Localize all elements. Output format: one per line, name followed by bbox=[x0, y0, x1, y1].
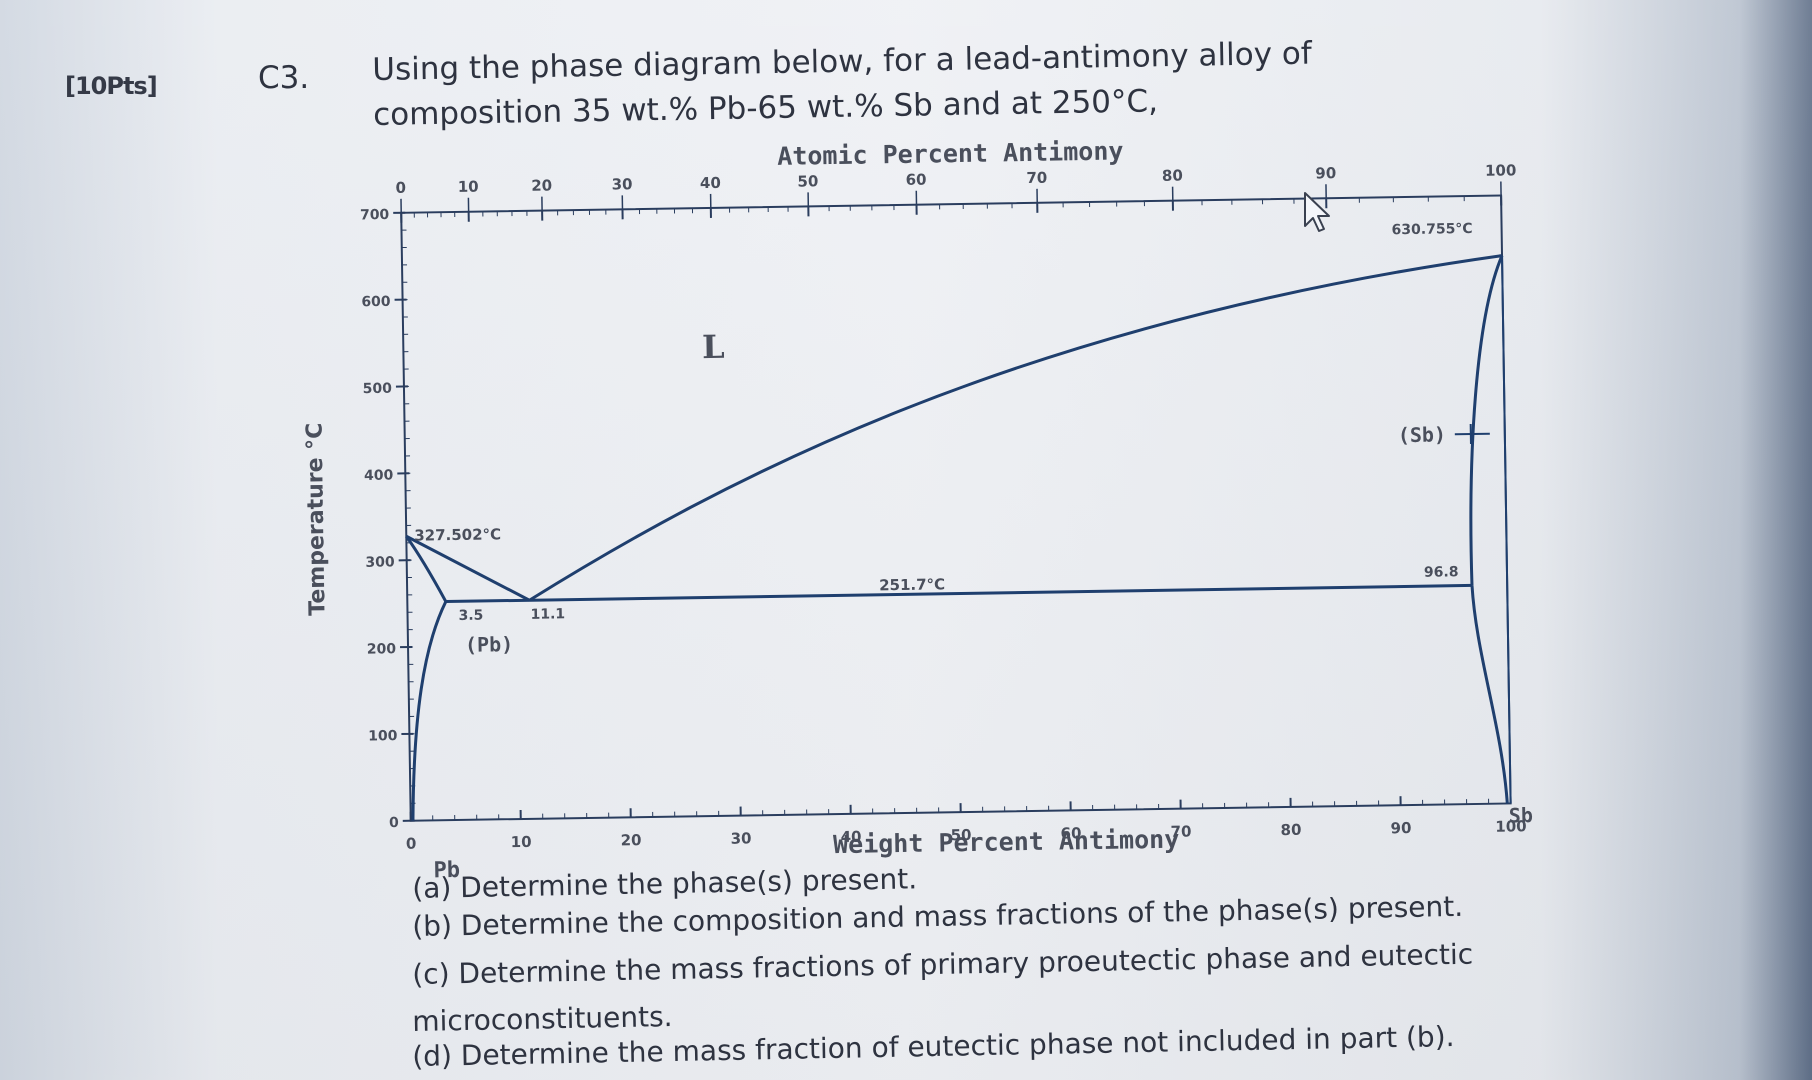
eutectic-composition-label: 11.1 bbox=[530, 606, 565, 623]
bottom-tick-label: 80 bbox=[1280, 821, 1301, 839]
solidus-right-line bbox=[1469, 255, 1504, 586]
sb-edge-line bbox=[1501, 255, 1512, 804]
y-tick-label: 0 bbox=[389, 815, 399, 831]
top-tick-label: 90 bbox=[1315, 164, 1336, 182]
sb-phase-label: (Sb) bbox=[1398, 422, 1447, 447]
top-tick-label: 80 bbox=[1162, 167, 1183, 185]
bottom-tick-label: 90 bbox=[1390, 819, 1411, 837]
sb-melting-point-label: 630.755°C bbox=[1391, 221, 1472, 238]
liquid-region-label: L bbox=[702, 328, 725, 366]
top-tick-label: 30 bbox=[612, 175, 633, 193]
plot-frame bbox=[400, 194, 1512, 822]
bottom-tick-label: 60 bbox=[1060, 824, 1081, 842]
top-tick-label: 60 bbox=[906, 171, 927, 189]
phase-boundaries bbox=[405, 254, 1512, 821]
pb-phase-label: (Pb) bbox=[465, 632, 514, 657]
top-tick-label: 100 bbox=[1485, 161, 1517, 179]
top-tick-label: 50 bbox=[797, 172, 818, 190]
bottom-tick-label: 30 bbox=[731, 829, 752, 847]
y-tick-label: 200 bbox=[367, 641, 397, 657]
eutectic-isotherm-line bbox=[445, 583, 1473, 604]
pb-element-label: Pb bbox=[433, 858, 460, 883]
y-tick-label: 300 bbox=[365, 554, 395, 570]
y-tick-label: 100 bbox=[368, 728, 398, 744]
bottom-axis-title: Weight Percent Antimony bbox=[833, 825, 1180, 859]
top-tick-label: 70 bbox=[1026, 169, 1047, 187]
bottom-tick-label: 40 bbox=[840, 828, 861, 846]
sb-phase-leader bbox=[1454, 432, 1490, 436]
top-tick-label: 40 bbox=[700, 174, 721, 192]
top-axis-title: Atomic Percent Antimony bbox=[777, 136, 1124, 170]
sb-solvus-composition-label: 96.8 bbox=[1424, 564, 1459, 581]
bottom-tick-label: 50 bbox=[950, 826, 971, 844]
top-tick-label: 0 bbox=[395, 179, 406, 197]
y-tick-label: 700 bbox=[360, 207, 390, 223]
bottom-tick-label: 100 bbox=[1495, 817, 1527, 835]
y-tick-label: 500 bbox=[363, 381, 393, 397]
solidus-left-line bbox=[405, 535, 448, 603]
bottom-tick-label: 20 bbox=[621, 831, 642, 849]
mouse-cursor-icon bbox=[1304, 192, 1330, 232]
top-tick-label: 10 bbox=[458, 178, 479, 196]
solvus-right-line bbox=[1470, 585, 1509, 804]
y-axis-title: Temperature °C bbox=[302, 422, 330, 615]
top-tick-label: 20 bbox=[531, 176, 552, 194]
pb-solvus-composition-label: 3.5 bbox=[458, 608, 483, 624]
points-label: [10Pts] bbox=[65, 72, 158, 100]
bottom-tick-label: 0 bbox=[406, 835, 417, 853]
part-c-continued: microconstituents. bbox=[412, 1000, 673, 1038]
y-tick-label: 600 bbox=[361, 294, 391, 310]
pb-melting-point-label: 327.502°C bbox=[414, 525, 501, 544]
eutectic-temperature-label: 251.7°C bbox=[879, 575, 945, 594]
bottom-tick-label: 10 bbox=[511, 833, 532, 851]
liquidus-left-line bbox=[405, 534, 531, 602]
solvus-left-line bbox=[411, 600, 448, 821]
liquidus-right-line bbox=[528, 254, 1503, 602]
bottom-tick-label: 70 bbox=[1170, 822, 1191, 840]
y-tick-label: 400 bbox=[364, 468, 394, 484]
question-number: C3. bbox=[258, 60, 310, 96]
sb-element-label: Sb bbox=[1509, 803, 1533, 827]
